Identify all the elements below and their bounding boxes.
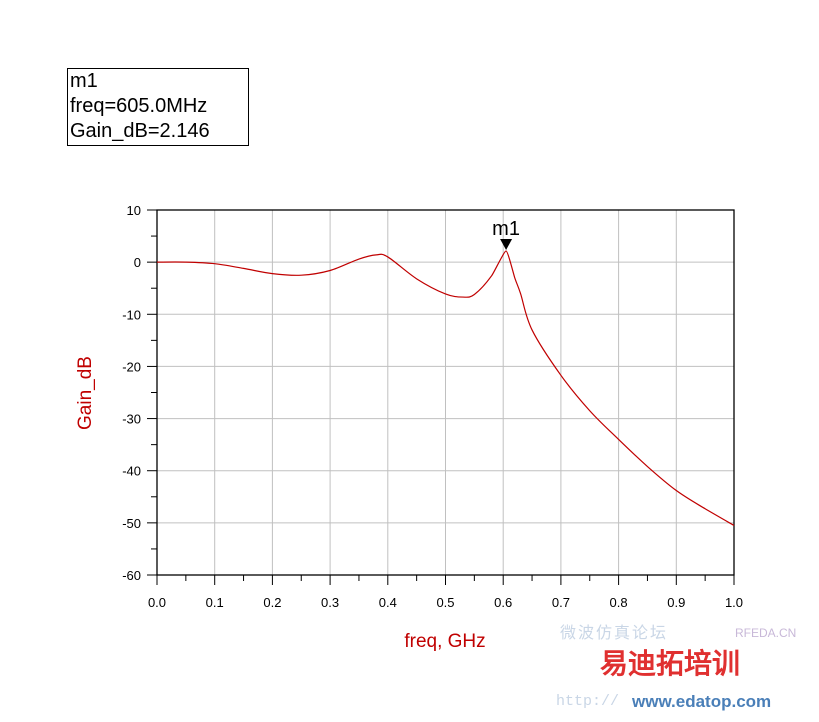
watermark-cn: 微波仿真论坛 bbox=[560, 623, 669, 642]
x-tick-label: 0.5 bbox=[436, 595, 454, 610]
x-tick-label: 0.7 bbox=[552, 595, 570, 610]
marker-label: m1 bbox=[492, 218, 520, 240]
x-tick-label: 0.3 bbox=[321, 595, 339, 610]
y-tick-label: -40 bbox=[122, 464, 141, 479]
y-tick-label: -50 bbox=[122, 516, 141, 531]
watermark-brand: 易迪拓培训 bbox=[600, 647, 741, 680]
watermark-site: RFEDA.CN bbox=[735, 626, 797, 640]
plot-frame bbox=[156, 209, 735, 576]
x-axis-label: freq, GHz bbox=[404, 631, 485, 652]
watermark-url-prefix: http:// bbox=[556, 693, 620, 710]
marker-gain: Gain_dB=2.146 bbox=[70, 120, 210, 142]
y-tick-label: -20 bbox=[122, 359, 141, 374]
y-tick-label: -10 bbox=[122, 307, 141, 322]
x-tick-label: 0.8 bbox=[610, 595, 628, 610]
marker-triangle-icon bbox=[500, 238, 513, 250]
x-tick-label: 0.0 bbox=[148, 595, 166, 610]
x-tick-label: 0.6 bbox=[494, 595, 512, 610]
y-tick-label: -30 bbox=[122, 412, 141, 427]
y-tick-label: -60 bbox=[122, 568, 141, 583]
marker-readout: m1 freq=605.0MHz Gain_dB=2.146 bbox=[67, 68, 249, 146]
y-axis-label: Gain_dB bbox=[75, 356, 96, 430]
marker-freq: freq=605.0MHz bbox=[70, 95, 208, 117]
watermark-url: www.edatop.com bbox=[632, 692, 772, 711]
gain-curve bbox=[156, 250, 735, 526]
x-tick-label: 1.0 bbox=[725, 595, 743, 610]
x-tick-label: 0.1 bbox=[206, 595, 224, 610]
y-tick-label: 0 bbox=[134, 255, 141, 270]
x-tick-label: 0.4 bbox=[379, 595, 397, 610]
y-tick-label: 10 bbox=[127, 203, 141, 218]
x-tick-label: 0.2 bbox=[263, 595, 281, 610]
x-tick-label: 0.9 bbox=[667, 595, 685, 610]
marker-name: m1 bbox=[70, 70, 98, 92]
